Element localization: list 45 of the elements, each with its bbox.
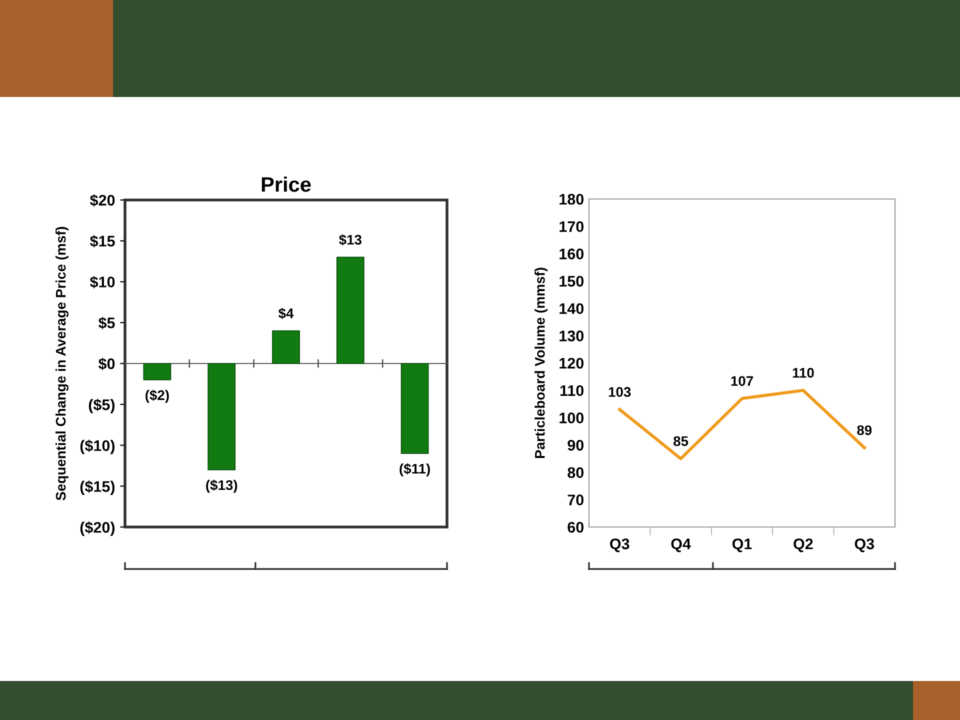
data-label: ($11) — [400, 463, 430, 476]
y-tick-label: $15 — [90, 235, 115, 248]
y-tick-label: 180 — [560, 194, 584, 205]
data-label: ($13) — [206, 480, 238, 493]
data-label: 103 — [608, 387, 631, 397]
bar — [208, 363, 236, 470]
data-label: $13 — [338, 234, 362, 246]
x-tick-label: Q3 — [854, 538, 874, 552]
y-tick-label: 80 — [568, 467, 584, 478]
x-tick-label: Q3 — [610, 538, 630, 552]
y-tick-label: 110 — [560, 385, 584, 396]
y-tick-label: 60 — [568, 522, 584, 533]
y-tick-label: 160 — [560, 248, 584, 260]
bar — [400, 363, 429, 454]
y-tick-label: $0 — [98, 358, 115, 370]
y-tick-label: 150 — [560, 276, 584, 287]
y-tick-label: ($20) — [80, 521, 115, 536]
chart-title: Price — [262, 176, 311, 192]
y-tick-label: $5 — [98, 316, 115, 330]
y-tick-label: ($10) — [80, 440, 115, 454]
y-axis-title: Particleboard Volume (mmsf) — [534, 268, 548, 458]
y-tick-label: ($15) — [80, 480, 115, 495]
data-label: 107 — [731, 376, 753, 386]
y-tick-label: ($5) — [88, 398, 115, 414]
y-tick-label: 70 — [568, 494, 584, 506]
bar — [143, 363, 172, 380]
data-label: 89 — [857, 425, 872, 436]
x-tick-label: Q4 — [671, 538, 691, 552]
y-tick-label: 130 — [560, 330, 584, 342]
data-label: ($2) — [146, 390, 169, 403]
y-tick-label: 90 — [568, 440, 584, 451]
y-tick-label: 170 — [560, 221, 584, 232]
y-tick-label: $10 — [90, 276, 115, 288]
y-tick-label: $20 — [90, 194, 115, 207]
x-tick-label: Q2 — [794, 538, 813, 552]
bar — [336, 256, 364, 364]
y-tick-label: 140 — [560, 303, 584, 314]
y-tick-label: 120 — [560, 358, 584, 369]
y-tick-label: 100 — [560, 412, 584, 424]
data-label: $4 — [278, 308, 294, 320]
data-label: 110 — [792, 368, 814, 378]
bar — [272, 330, 300, 364]
data-label: 85 — [674, 436, 688, 446]
x-tick-label: Q1 — [732, 538, 752, 552]
y-axis-title: Sequential Change in Average Price (msf) — [55, 226, 69, 500]
